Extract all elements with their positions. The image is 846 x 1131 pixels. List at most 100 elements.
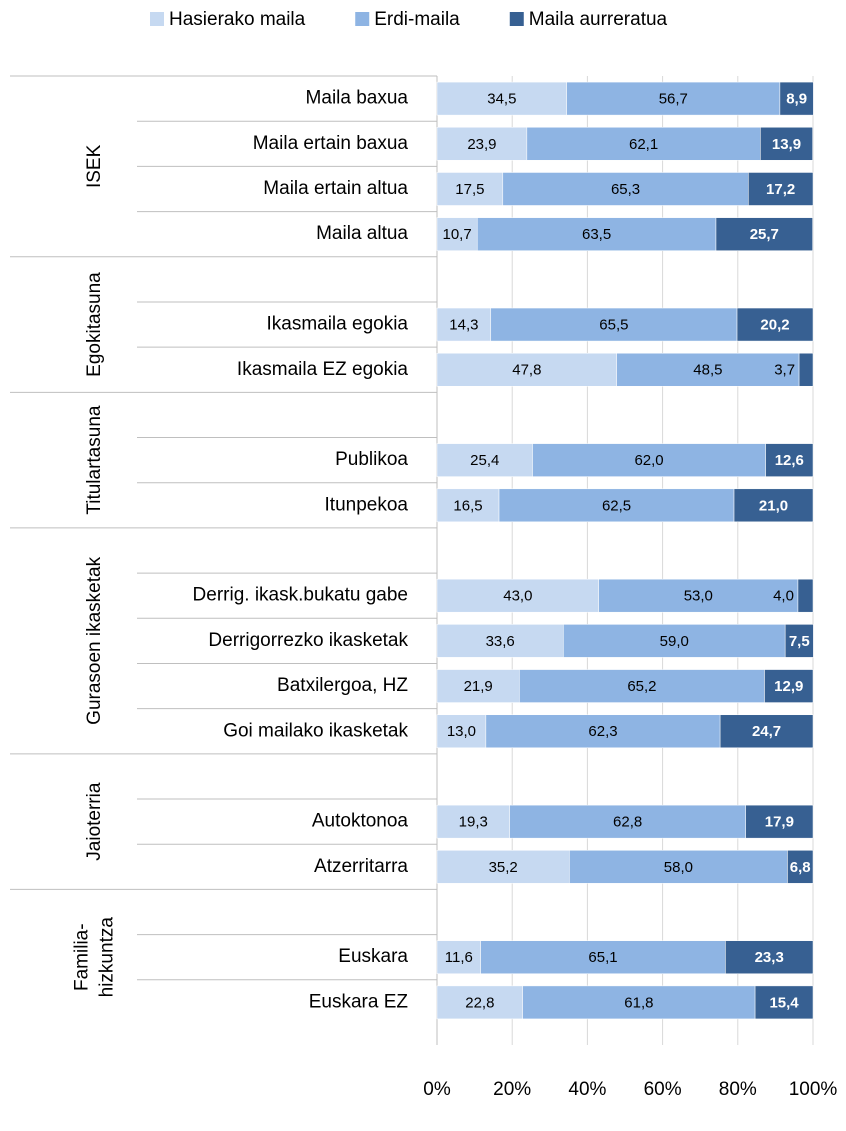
value-label: 65,5 bbox=[599, 317, 628, 334]
category-label: Batxilergoa, HZ bbox=[277, 675, 408, 696]
category-label: Maila ertain altua bbox=[263, 178, 408, 199]
value-label: 33,6 bbox=[486, 633, 515, 650]
category-label: Ikasmaila EZ egokia bbox=[237, 359, 409, 380]
bar-segment bbox=[502, 172, 749, 206]
value-label: 11,6 bbox=[445, 949, 473, 966]
value-label: 19,3 bbox=[459, 814, 488, 831]
value-label: 65,1 bbox=[588, 949, 617, 966]
group-label: hizkuntza bbox=[97, 917, 118, 998]
bar-segment bbox=[509, 804, 746, 839]
category-label: Derrig. ikask.bukatu gabe bbox=[193, 585, 408, 606]
value-label: 35,2 bbox=[489, 859, 518, 876]
bar-segment bbox=[436, 81, 567, 116]
value-label: 8,9 bbox=[786, 91, 807, 108]
category-label: Autoktonoa bbox=[312, 811, 409, 832]
category-label: Euskara bbox=[338, 946, 408, 967]
bar-segment bbox=[436, 352, 617, 387]
value-label: 10,7 bbox=[443, 226, 472, 243]
bar-segment bbox=[522, 985, 756, 1020]
category-label: Ikasmaila egokia bbox=[266, 314, 408, 335]
value-label: 23,3 bbox=[755, 949, 784, 966]
category-label: Derrigorrezko ikasketak bbox=[208, 630, 408, 651]
value-label: 62,1 bbox=[629, 136, 658, 153]
legend-swatch bbox=[150, 12, 164, 26]
x-tick-label: 40% bbox=[568, 1079, 606, 1100]
group-label: ISEK bbox=[84, 144, 105, 188]
bar-segment bbox=[719, 714, 814, 749]
value-label: 4,0 bbox=[773, 588, 794, 605]
category-label: Euskara EZ bbox=[309, 991, 409, 1012]
value-label: 17,2 bbox=[766, 181, 795, 198]
legend-swatch bbox=[355, 12, 370, 26]
bar-segment bbox=[436, 127, 528, 161]
value-label: 13,0 bbox=[447, 723, 476, 740]
value-label: 16,5 bbox=[453, 497, 482, 514]
bar-segment bbox=[760, 127, 813, 161]
group-label: Egokitasuna bbox=[84, 272, 105, 377]
value-label: 34,5 bbox=[487, 91, 516, 108]
bar-segment bbox=[754, 985, 814, 1020]
category-label: Publikoa bbox=[335, 449, 408, 470]
category-label: Maila ertain baxua bbox=[253, 133, 409, 154]
bar-segment bbox=[436, 488, 500, 523]
value-label: 65,2 bbox=[627, 678, 656, 695]
bar-segment bbox=[485, 714, 721, 749]
x-tick-label: 60% bbox=[644, 1079, 682, 1100]
group-label: Gurasoen ikasketak bbox=[84, 556, 105, 724]
x-tick-label: 80% bbox=[719, 1079, 757, 1100]
group-label: Jaioterria bbox=[84, 782, 105, 861]
bar-segment bbox=[745, 804, 814, 839]
value-label: 12,9 bbox=[774, 678, 803, 695]
legend-label: Erdi-maila bbox=[374, 9, 460, 30]
bar-segment bbox=[436, 172, 504, 206]
legend-swatch bbox=[509, 12, 524, 26]
value-label: 53,0 bbox=[684, 588, 713, 605]
value-label: 20,2 bbox=[760, 317, 789, 334]
value-label: 7,5 bbox=[789, 633, 810, 650]
legend-label: Maila aurreratua bbox=[529, 9, 668, 30]
bar-segment bbox=[733, 488, 814, 523]
bar-segment bbox=[569, 850, 788, 884]
bar-segment bbox=[436, 443, 533, 477]
x-tick-label: 100% bbox=[789, 1079, 838, 1100]
category-label: Atzerritarra bbox=[314, 856, 408, 877]
value-label: 14,3 bbox=[449, 317, 478, 334]
bar-segment bbox=[436, 714, 487, 749]
x-tick-label: 20% bbox=[493, 1079, 531, 1100]
value-label: 6,8 bbox=[790, 859, 811, 876]
value-label: 22,8 bbox=[465, 994, 494, 1011]
value-label: 62,8 bbox=[613, 814, 642, 831]
bar-segment bbox=[436, 217, 478, 251]
value-label: 17,9 bbox=[765, 814, 794, 831]
bar-segment bbox=[787, 850, 814, 884]
value-label: 3,7 bbox=[774, 362, 795, 379]
value-label: 61,8 bbox=[624, 994, 653, 1011]
value-label: 17,5 bbox=[455, 181, 484, 198]
value-label: 59,0 bbox=[660, 633, 689, 650]
bar-segment bbox=[436, 850, 570, 884]
value-label: 58,0 bbox=[664, 859, 693, 876]
value-label: 48,5 bbox=[693, 362, 722, 379]
value-label: 21,0 bbox=[759, 497, 788, 514]
bar-segment bbox=[480, 940, 726, 974]
value-label: 25,7 bbox=[750, 226, 779, 243]
value-label: 62,0 bbox=[634, 452, 663, 469]
bar-segment bbox=[526, 127, 761, 161]
group-label: Familia- bbox=[72, 923, 93, 991]
bar-segment bbox=[765, 443, 814, 477]
bar-segment bbox=[519, 669, 765, 703]
bar-segment bbox=[476, 217, 717, 251]
value-label: 62,3 bbox=[588, 723, 617, 740]
bar-segment bbox=[784, 624, 814, 658]
value-label: 43,0 bbox=[503, 588, 532, 605]
group-label: Titulartasuna bbox=[84, 405, 105, 515]
value-label: 65,3 bbox=[611, 181, 640, 198]
bar-segment bbox=[563, 624, 786, 658]
bar-segment bbox=[725, 940, 814, 974]
value-label: 47,8 bbox=[512, 362, 541, 379]
bar-segment bbox=[498, 488, 735, 523]
bar-segment bbox=[798, 352, 814, 387]
value-label: 63,5 bbox=[582, 226, 611, 243]
value-label: 21,9 bbox=[464, 678, 493, 695]
